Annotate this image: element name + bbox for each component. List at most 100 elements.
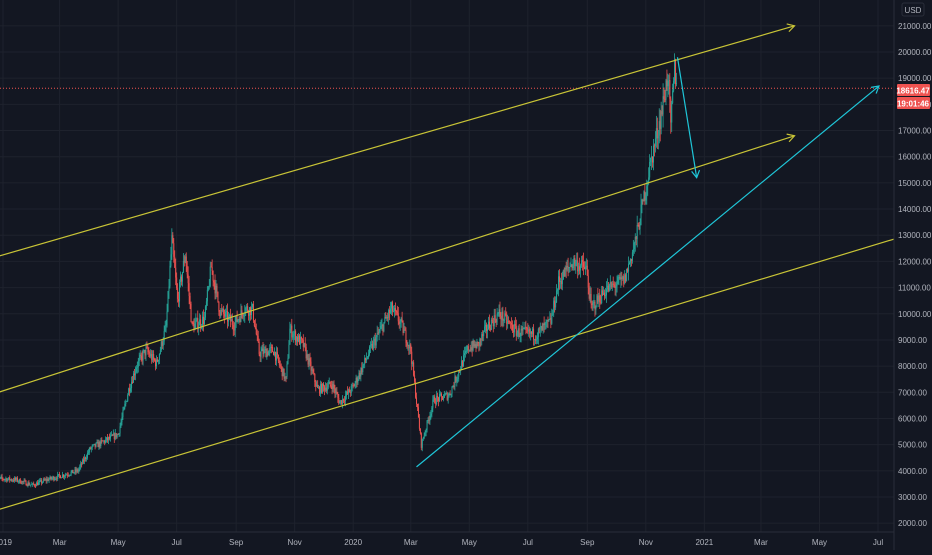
candle-up — [503, 320, 505, 321]
candle-up — [432, 399, 434, 408]
candle-down — [346, 391, 348, 394]
candle-down — [505, 313, 507, 316]
candle-down — [394, 308, 396, 312]
candle-down — [151, 354, 153, 361]
candle-up — [93, 443, 95, 445]
candle-up — [657, 135, 659, 139]
candle-down — [659, 121, 661, 129]
candle-up — [82, 459, 84, 465]
candle-down — [214, 282, 216, 294]
price-tick-label: 16000.00 — [898, 153, 932, 162]
candle-up — [165, 325, 167, 327]
candle-down — [416, 403, 418, 408]
candle-up — [91, 445, 93, 448]
channel-line[interactable] — [0, 235, 907, 522]
candle-up — [37, 482, 39, 486]
candle-up — [294, 331, 296, 334]
price-tick-label: 10000.00 — [898, 310, 932, 319]
candle-up — [650, 157, 652, 162]
candle-up — [652, 145, 654, 163]
candle-up — [234, 322, 236, 331]
candle-down — [356, 377, 358, 383]
candle-down — [374, 338, 376, 346]
candle-up — [121, 417, 123, 422]
candle-down — [232, 325, 234, 330]
candle-up — [275, 352, 277, 361]
candle-up — [390, 308, 392, 313]
candle-down — [428, 420, 430, 422]
candle-down — [22, 481, 24, 483]
candle-down — [604, 292, 606, 296]
candle-down — [60, 475, 62, 479]
candle-up — [629, 258, 631, 263]
candle-up — [347, 389, 349, 394]
candle-down — [274, 351, 276, 361]
candle-down — [469, 349, 471, 351]
candle-up — [5, 478, 7, 480]
candle-down — [471, 347, 473, 351]
candle-down — [371, 344, 373, 349]
candle-up — [110, 434, 112, 436]
countdown-tag — [897, 97, 930, 109]
candle-down — [37, 482, 39, 486]
candle-up — [520, 328, 522, 336]
candle-up — [124, 403, 126, 408]
candle-down — [2, 478, 4, 480]
current-price-text: 18616.47 — [896, 87, 930, 96]
candle-up — [57, 474, 59, 479]
candle-up — [658, 121, 660, 136]
candle-up — [157, 359, 159, 362]
candle-up — [423, 435, 425, 439]
candle-up — [181, 272, 183, 282]
time-tick-label: 2019 — [0, 538, 12, 547]
candle-up — [138, 357, 140, 362]
candle-up — [286, 363, 288, 378]
candle-up — [311, 369, 313, 371]
candle-up — [655, 128, 657, 139]
price-tick-label: 3000.00 — [898, 493, 927, 502]
candle-down — [446, 393, 448, 400]
time-tick-label: Sep — [580, 538, 595, 547]
candle-down — [140, 354, 142, 356]
candle-up — [454, 376, 456, 387]
projection-arrow[interactable] — [676, 57, 701, 179]
drawings-layer[interactable] — [0, 23, 907, 522]
candle-up — [528, 328, 530, 332]
channel-line[interactable] — [0, 23, 796, 268]
candle-up — [593, 301, 595, 303]
candle-up — [566, 265, 568, 270]
candle-up — [470, 347, 472, 351]
candle-down — [499, 309, 501, 317]
candle-up — [662, 96, 664, 115]
candle-up — [458, 370, 460, 377]
candle-up — [123, 407, 125, 411]
candle-up — [134, 371, 136, 376]
candle-down — [480, 339, 482, 341]
candle-down — [437, 395, 439, 398]
candle-up — [466, 346, 468, 351]
candle-up — [572, 263, 574, 269]
candle-down — [323, 386, 325, 391]
candle-up — [7, 479, 9, 482]
candle-up — [654, 138, 656, 146]
candle-up — [80, 463, 82, 467]
candle-up — [640, 204, 642, 226]
candle-down — [494, 315, 496, 321]
time-tick-label: Jul — [172, 538, 182, 547]
candle-up — [457, 376, 459, 380]
candle-down — [644, 191, 646, 201]
candle-up — [380, 325, 382, 329]
currency-label-box[interactable] — [901, 2, 925, 17]
candle-down — [223, 309, 225, 315]
support-trendline[interactable] — [416, 85, 880, 468]
candle-down — [486, 324, 488, 332]
candle-up — [114, 433, 116, 440]
channel-line[interactable] — [0, 133, 796, 406]
candle-down — [514, 324, 516, 326]
candle-down — [178, 298, 180, 302]
candle-up — [463, 355, 465, 367]
candle-down — [627, 269, 629, 272]
